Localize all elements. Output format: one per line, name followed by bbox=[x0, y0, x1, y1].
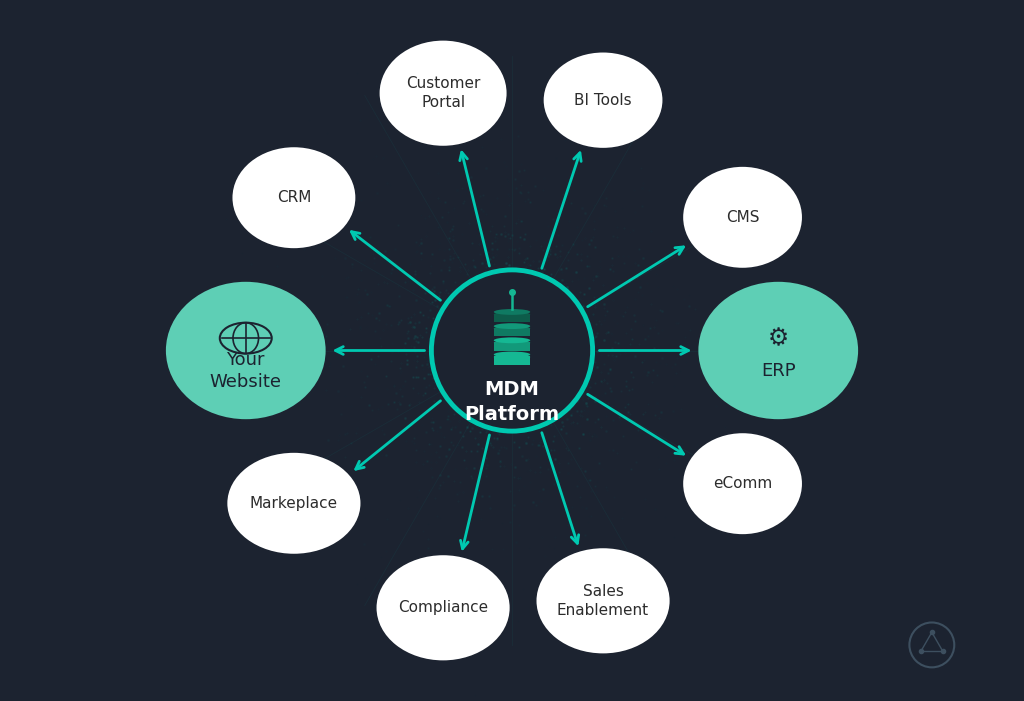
Ellipse shape bbox=[380, 41, 507, 146]
Text: ⚙: ⚙ bbox=[768, 326, 788, 350]
Ellipse shape bbox=[166, 282, 326, 419]
Ellipse shape bbox=[683, 433, 802, 534]
Bar bbox=[494, 314, 530, 322]
Text: Your
Website: Your Website bbox=[210, 351, 282, 391]
Ellipse shape bbox=[683, 167, 802, 268]
Bar bbox=[494, 356, 530, 365]
Ellipse shape bbox=[494, 354, 530, 360]
Ellipse shape bbox=[232, 147, 355, 248]
Text: Markeplace: Markeplace bbox=[250, 496, 338, 511]
Ellipse shape bbox=[537, 548, 670, 653]
Ellipse shape bbox=[698, 282, 858, 419]
Text: Sales
Enablement: Sales Enablement bbox=[557, 584, 649, 618]
Text: Customer
Portal: Customer Portal bbox=[406, 76, 480, 110]
Text: Compliance: Compliance bbox=[398, 600, 488, 615]
Ellipse shape bbox=[544, 53, 663, 148]
Bar bbox=[494, 342, 530, 350]
Ellipse shape bbox=[494, 340, 530, 346]
Text: BI Tools: BI Tools bbox=[574, 93, 632, 108]
Bar bbox=[494, 328, 530, 336]
Text: CRM: CRM bbox=[276, 190, 311, 205]
Ellipse shape bbox=[494, 326, 530, 332]
Ellipse shape bbox=[431, 270, 593, 431]
Ellipse shape bbox=[494, 323, 530, 329]
Ellipse shape bbox=[494, 311, 530, 318]
Ellipse shape bbox=[377, 555, 510, 660]
Text: ERP: ERP bbox=[761, 362, 796, 380]
Text: eComm: eComm bbox=[713, 476, 772, 491]
Ellipse shape bbox=[494, 352, 530, 358]
Text: CMS: CMS bbox=[726, 210, 760, 225]
Ellipse shape bbox=[494, 309, 530, 315]
Text: MDM
Platform: MDM Platform bbox=[465, 380, 559, 424]
Ellipse shape bbox=[494, 337, 530, 343]
Ellipse shape bbox=[227, 453, 360, 554]
